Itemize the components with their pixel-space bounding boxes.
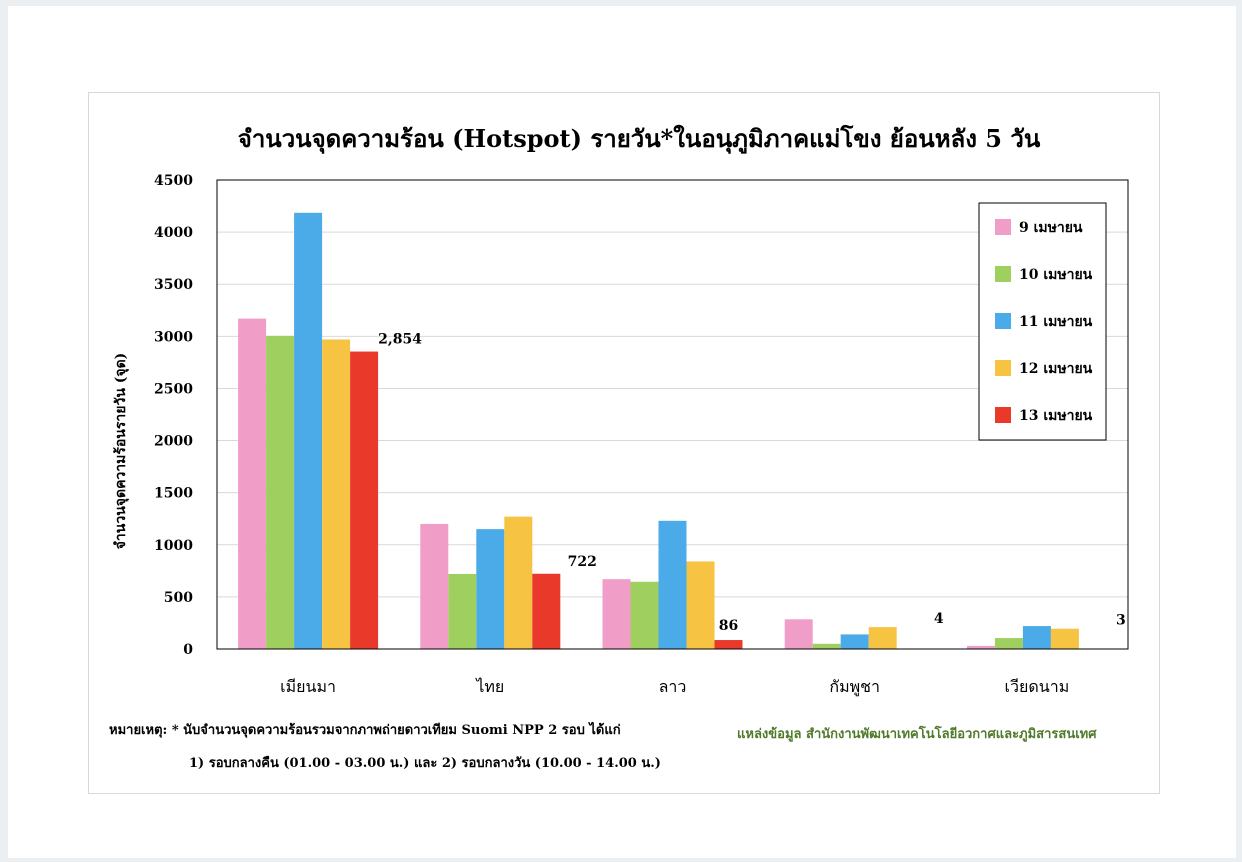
bar-1-3 [602,579,631,649]
bar-5-1 [350,351,379,649]
chart-area: จำนวนจุดความร้อน (Hotspot) รายวัน*ในอนุภ… [88,92,1160,794]
bar-2-2 [448,573,477,649]
footnote-line-1: หมายเหตุ: * นับจำนวนจุดความร้อนรวมจากภาพ… [109,721,621,738]
legend-label: 11 เมษายน [1019,314,1093,330]
bar-2-1 [266,335,295,649]
bar-5-3 [714,640,743,649]
bar-1-1 [238,318,267,649]
y-tick-label: 3000 [154,329,193,345]
legend-swatch [995,360,1011,376]
bars [238,212,1107,649]
document-page: จำนวนจุดความร้อน (Hotspot) รายวัน*ในอนุภ… [8,6,1236,858]
data-label: 2,854 [378,332,422,348]
x-category-label: เมียนมา [280,677,336,696]
y-tick-label: 0 [183,642,193,658]
legend-label: 13 เมษายน [1019,408,1093,424]
bar-2-3 [630,581,659,649]
y-axis-ticks: 0 500 1000 1500 2000 2500 3000 3500 4000 4500 [154,173,193,658]
y-tick-label: 500 [164,590,193,606]
bar-4-5 [1050,628,1079,649]
x-axis-categories: เมียนมา ไทย ลาว กัมพูชา เวียดนาม [280,677,1069,697]
data-source: แหล่งข้อมูล สำนักงานพัฒนาเทคโนโลยีอวกาศแ… [737,725,1097,742]
legend: 9 เมษายน 10 เมษายน 11 เมษายน 12 เมษายน 13 เม… [978,202,1107,441]
bar-3-5 [1022,626,1051,649]
bar-5-2 [532,573,561,649]
bar-3-4 [840,634,869,649]
y-tick-label: 4500 [154,173,193,189]
data-labels: 2,854 722 86 4 3 [378,332,1126,634]
bar-3-1 [294,212,323,649]
legend-swatch [995,407,1011,423]
data-label: 86 [719,618,738,634]
bar-1-5 [966,645,995,649]
y-tick-label: 4000 [154,225,193,241]
x-category-label: เวียดนาม [1005,677,1070,696]
bar-1-2 [420,523,449,649]
bar-1-4 [784,619,813,649]
bar-4-2 [504,516,533,649]
y-tick-label: 2000 [154,434,193,450]
y-tick-label: 1500 [154,486,193,502]
x-category-label: กัมพูชา [829,677,880,697]
bar-4-1 [322,339,351,649]
footnote-line-2: 1) รอบกลางคืน (01.00 - 03.00 น.) และ 2) … [189,755,661,771]
data-label: 3 [1116,613,1126,629]
y-axis-label: จำนวนจุดความร้อนรายวัน (จุด) [113,353,129,550]
legend-label: 12 เมษายน [1019,361,1093,377]
bar-4-4 [868,627,897,649]
hotspot-bar-chart: จำนวนจุดความร้อน (Hotspot) รายวัน*ในอนุภ… [109,124,1129,771]
bar-2-4 [812,643,841,649]
x-category-label: ลาว [659,677,687,696]
legend-swatch [995,313,1011,329]
bar-4-3 [686,561,715,649]
legend-label: 9 เมษายน [1019,220,1083,236]
data-label: 4 [934,611,944,627]
x-category-label: ไทย [474,677,504,696]
legend-label: 10 เมษายน [1019,267,1093,283]
bar-3-3 [658,520,687,649]
y-tick-label: 3500 [154,277,193,293]
data-label: 722 [568,554,597,570]
y-tick-label: 2500 [154,381,193,397]
bar-3-2 [476,529,505,649]
bar-2-5 [994,638,1023,649]
y-tick-label: 1000 [154,538,193,554]
plot-border [216,179,1129,650]
legend-swatch [995,219,1011,235]
chart-title: จำนวนจุดความร้อน (Hotspot) รายวัน*ในอนุภ… [238,124,1041,155]
legend-swatch [995,266,1011,282]
